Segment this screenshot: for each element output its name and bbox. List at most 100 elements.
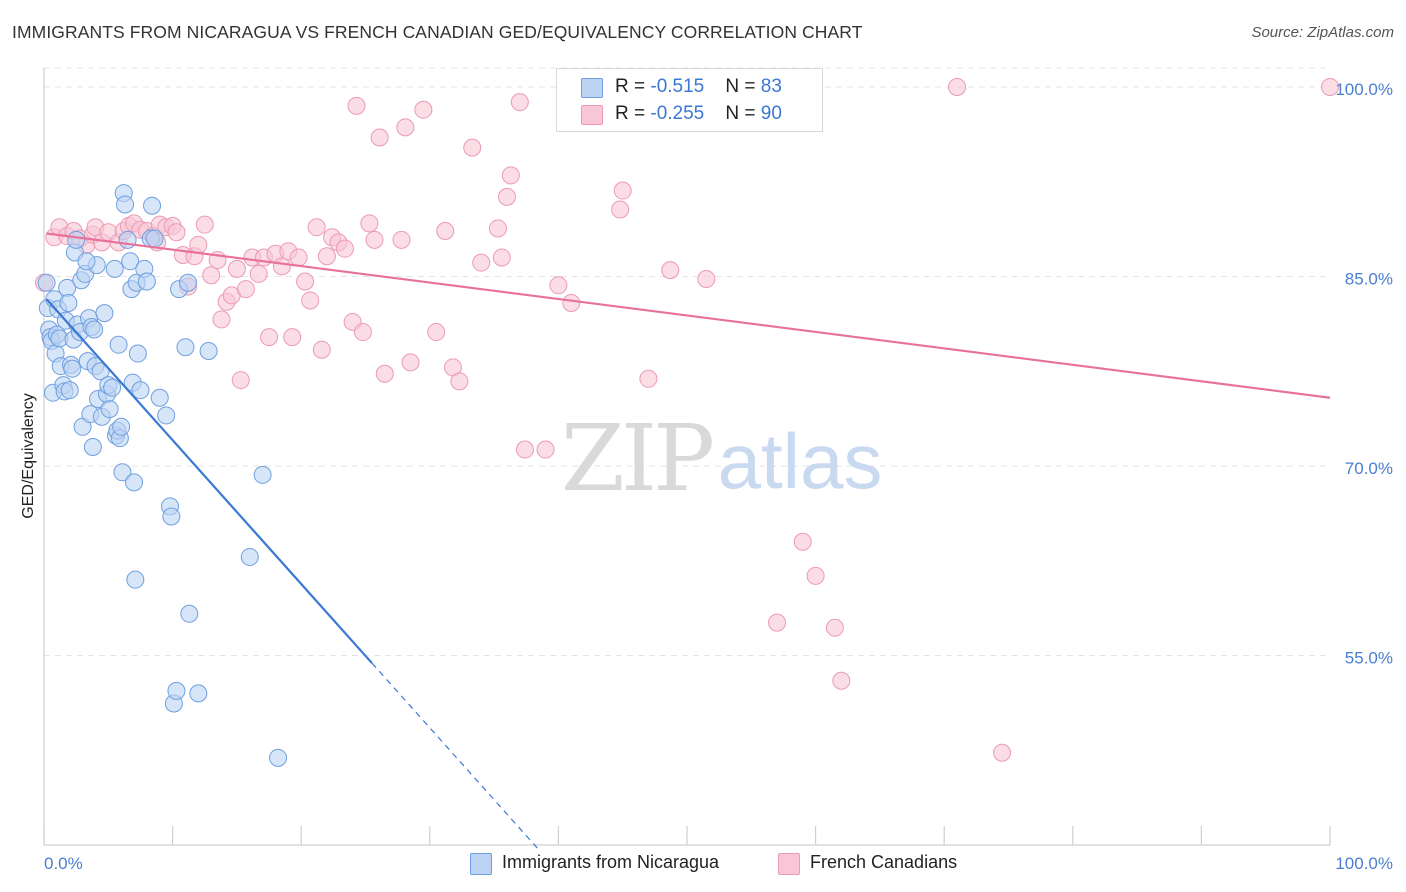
point-french-canadians xyxy=(317,247,336,266)
point-french-canadians xyxy=(272,257,291,276)
legend-swatch-blue xyxy=(470,853,492,875)
point-french-canadians xyxy=(167,223,186,242)
point-french-canadians xyxy=(392,230,411,249)
point-nicaragua xyxy=(59,293,78,312)
point-nicaragua xyxy=(167,681,186,700)
point-french-canadians xyxy=(768,613,787,632)
watermark-atlas: atlas xyxy=(718,417,883,505)
chart-title: IMMIGRANTS FROM NICARAGUA VS FRENCH CANA… xyxy=(12,22,863,42)
point-french-canadians xyxy=(189,235,208,254)
y-tick-label: 85.0% xyxy=(1345,269,1393,288)
point-nicaragua xyxy=(199,342,218,361)
point-nicaragua xyxy=(150,388,169,407)
point-nicaragua xyxy=(63,359,82,378)
source-credit: Source: ZipAtlas.com xyxy=(1251,24,1394,41)
legend-label-french-canadians: French Canadians xyxy=(810,852,958,872)
point-french-canadians xyxy=(639,369,658,388)
point-french-canadians xyxy=(536,440,555,459)
point-french-canadians xyxy=(501,166,520,185)
point-nicaragua xyxy=(60,381,79,400)
point-nicaragua xyxy=(118,230,137,249)
watermark-zip: ZIP xyxy=(561,405,712,512)
point-french-canadians xyxy=(227,259,246,278)
point-french-canadians xyxy=(697,269,716,288)
y-axis-label: GED/Equivalency xyxy=(20,393,37,518)
point-nicaragua xyxy=(137,272,156,291)
point-nicaragua xyxy=(105,259,124,278)
point-nicaragua xyxy=(95,304,114,323)
trend-line-nicaragua xyxy=(45,298,373,664)
legend-r-label: R = xyxy=(615,103,651,124)
point-french-canadians xyxy=(260,328,279,347)
point-nicaragua xyxy=(143,196,162,215)
point-french-canadians xyxy=(312,340,331,359)
point-french-canadians xyxy=(202,266,221,285)
x-tick-label-0: 0.0% xyxy=(44,854,83,873)
point-nicaragua xyxy=(253,465,272,484)
point-nicaragua xyxy=(67,230,86,249)
point-french-canadians xyxy=(365,230,384,249)
point-nicaragua xyxy=(116,195,135,214)
point-nicaragua xyxy=(162,507,181,526)
point-nicaragua xyxy=(176,338,195,357)
point-french-canadians xyxy=(510,93,529,112)
point-french-canadians xyxy=(249,264,268,283)
stats-legend: R = -0.515 N = 83 R = -0.255 N = 90 xyxy=(556,68,823,132)
legend-swatch-pink xyxy=(778,853,800,875)
point-french-canadians xyxy=(562,293,581,312)
point-nicaragua xyxy=(189,684,208,703)
point-nicaragua xyxy=(83,438,102,457)
point-nicaragua xyxy=(37,273,56,292)
point-french-canadians xyxy=(436,221,455,240)
point-french-canadians xyxy=(515,440,534,459)
point-french-canadians xyxy=(347,96,366,115)
trend-line-nicaragua-extrapolated xyxy=(371,662,540,851)
point-french-canadians xyxy=(236,280,255,299)
point-french-canadians xyxy=(488,219,507,238)
point-french-canadians xyxy=(370,128,389,147)
point-french-canadians xyxy=(1321,77,1339,96)
x-tick-labels: 0.0% 100.0% xyxy=(44,854,1393,873)
point-french-canadians xyxy=(793,532,812,551)
point-nicaragua xyxy=(157,406,176,425)
point-french-canadians xyxy=(375,364,394,383)
legend-swatch-blue xyxy=(581,78,603,98)
point-nicaragua xyxy=(112,417,131,436)
point-french-canadians xyxy=(948,77,967,96)
point-french-canadians xyxy=(296,272,315,291)
point-french-canadians xyxy=(231,371,250,390)
legend-r-value: -0.515 xyxy=(650,76,705,97)
point-nicaragua xyxy=(179,273,198,292)
grid-lines xyxy=(44,67,1330,656)
point-french-canadians xyxy=(335,239,354,258)
point-nicaragua xyxy=(91,362,110,381)
point-nicaragua xyxy=(125,473,144,492)
point-french-canadians xyxy=(396,118,415,137)
point-nicaragua xyxy=(131,381,150,400)
point-nicaragua xyxy=(100,400,119,419)
point-french-canadians xyxy=(806,566,825,585)
legend-n-value: 83 xyxy=(760,76,782,97)
point-french-canadians xyxy=(825,618,844,637)
legend-r-value: -0.255 xyxy=(650,103,705,124)
nicaragua-points xyxy=(37,184,288,767)
point-nicaragua xyxy=(77,252,96,271)
point-french-canadians xyxy=(427,323,446,342)
point-french-canadians xyxy=(450,372,469,391)
point-french-canadians xyxy=(195,215,214,234)
point-french-canadians xyxy=(463,138,482,157)
point-nicaragua xyxy=(128,344,147,363)
point-nicaragua xyxy=(269,748,288,767)
point-french-canadians xyxy=(832,671,851,690)
y-tick-label: 70.0% xyxy=(1345,459,1393,478)
point-french-canadians xyxy=(661,261,680,280)
point-french-canadians xyxy=(360,214,379,233)
legend-n-label: N = xyxy=(725,103,761,124)
trend-line-french-canadians xyxy=(46,232,1331,399)
point-french-canadians xyxy=(289,248,308,267)
watermark: ZIP atlas xyxy=(561,405,882,512)
point-nicaragua xyxy=(121,252,140,271)
point-nicaragua xyxy=(103,378,122,397)
point-french-canadians xyxy=(472,253,491,272)
